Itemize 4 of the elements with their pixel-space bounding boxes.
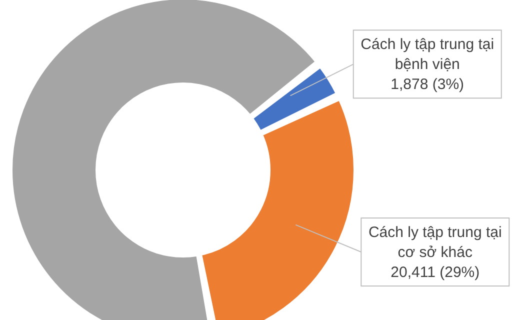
data-label: 20,411 (29%) (390, 264, 480, 282)
slice-label: Cách ly tập trung tại cơ sở khác (368, 224, 502, 262)
slice-label: Cách ly tập trung tại bệnh viện (360, 36, 494, 74)
data-label: 1,878 (3%) (390, 76, 464, 94)
